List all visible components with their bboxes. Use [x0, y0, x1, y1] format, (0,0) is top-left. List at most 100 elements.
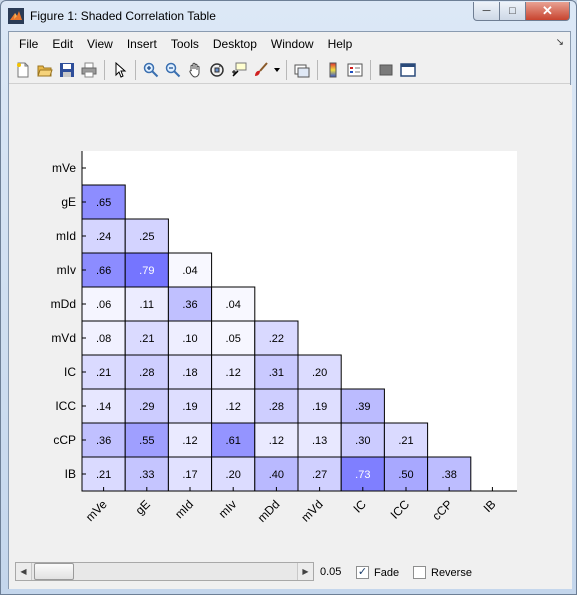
- cell-value-label: .20: [226, 469, 241, 481]
- close-button[interactable]: ✕: [526, 2, 570, 21]
- menu-insert[interactable]: Insert: [126, 37, 157, 51]
- menu-file[interactable]: File: [19, 37, 39, 51]
- colorbar-icon[interactable]: [322, 59, 344, 81]
- cell-value-label: .05: [226, 333, 241, 345]
- data-cursor-icon[interactable]: [228, 59, 250, 81]
- open-file-icon[interactable]: [34, 59, 56, 81]
- zoom-in-icon[interactable]: [140, 59, 162, 81]
- table-cell: [297, 422, 342, 458]
- cell-value-label: .11: [140, 299, 154, 311]
- title-bar[interactable]: Figure 1: Shaded Correlation Table ─ □ ✕: [1, 1, 576, 31]
- print-icon[interactable]: [78, 59, 100, 81]
- cell-value-label: .24: [96, 231, 111, 243]
- cell-value-label: .36: [96, 435, 111, 447]
- slider-thumb[interactable]: [34, 563, 74, 580]
- menu-tools[interactable]: Tools: [170, 37, 199, 51]
- menu-window[interactable]: Window: [270, 37, 314, 51]
- correlation-table-axes[interactable]: .65 .24 .25 .66 .79 .04 .06 .11 .36 .04 .08 .21 .10.…: [9, 85, 572, 555]
- slider-left-arrow-icon[interactable]: ◀: [16, 563, 32, 580]
- column-tick-label: cCP: [429, 497, 455, 523]
- table-cell: [211, 388, 256, 424]
- cell-value-label: .66: [96, 265, 111, 277]
- menu-help[interactable]: Help: [327, 37, 353, 51]
- show-tools-icon[interactable]: [397, 59, 419, 81]
- cell-value-label: .04: [226, 299, 241, 311]
- cell-value-label: .08: [96, 333, 111, 345]
- cell-value-label: .14: [96, 401, 111, 413]
- cell-value-label: .04: [182, 265, 197, 277]
- brush-icon[interactable]: [250, 59, 272, 81]
- table-cell: [297, 388, 342, 424]
- cell-value-label: .29: [139, 401, 154, 413]
- table-cell: [124, 422, 169, 458]
- fade-checkbox-box[interactable]: ✓: [356, 566, 369, 579]
- table-cell: [254, 422, 299, 458]
- slider-right-arrow-icon[interactable]: ▶: [297, 563, 313, 580]
- maximize-button[interactable]: □: [500, 2, 526, 21]
- cell-value-label: .27: [312, 469, 327, 481]
- rotate-3d-icon[interactable]: [206, 59, 228, 81]
- table-cell: [167, 320, 213, 356]
- cell-value-label: .13: [312, 435, 327, 447]
- menu-view[interactable]: View: [87, 37, 113, 51]
- fade-label: Fade: [374, 566, 400, 579]
- pointer-icon[interactable]: [109, 59, 131, 81]
- cell-value-label: .17: [182, 469, 197, 481]
- table-cell: [124, 456, 169, 492]
- row-tick-label: IB: [65, 467, 76, 481]
- table-cell: [81, 320, 126, 356]
- minimize-button[interactable]: ─: [473, 2, 500, 21]
- save-icon[interactable]: [56, 59, 78, 81]
- cell-value-label: .19: [182, 401, 197, 413]
- column-tick-label: mVd: [298, 497, 325, 524]
- fade-checkbox[interactable]: ✓ Fade: [356, 566, 399, 579]
- table-cell: [124, 286, 169, 322]
- table-cell: [81, 354, 126, 390]
- menu-edit[interactable]: Edit: [52, 37, 74, 51]
- cell-value-label: .19: [312, 401, 327, 413]
- legend-icon[interactable]: [344, 59, 366, 81]
- table-cell: [383, 456, 429, 492]
- cell-value-label: .40: [269, 469, 284, 481]
- row-tick-label: mIv: [57, 263, 76, 277]
- cell-value-label: .30: [355, 435, 370, 447]
- cell-value-label: .25: [139, 231, 154, 243]
- cell-value-label: .12: [269, 435, 284, 447]
- column-tick-label: gE: [133, 497, 153, 517]
- hide-tools-icon[interactable]: [375, 59, 397, 81]
- cell-value-label: .36: [182, 299, 197, 311]
- cell-value-label: .65: [96, 197, 111, 209]
- column-tick-label: mVe: [83, 497, 110, 524]
- pan-icon[interactable]: [184, 59, 206, 81]
- cell-value-label: .55: [139, 435, 154, 447]
- new-figure-icon[interactable]: [12, 59, 34, 81]
- column-tick-label: IC: [351, 497, 370, 516]
- figure-canvas[interactable]: .65 .24 .25 .66 .79 .04 .06 .11 .36 .04 .08 .21 .10.…: [9, 85, 572, 555]
- cell-value-label: .61: [226, 435, 241, 447]
- row-tick-label: IC: [64, 365, 76, 379]
- reverse-checkbox-box[interactable]: [413, 566, 426, 579]
- row-tick-label: cCP: [53, 433, 76, 447]
- menu-bar: File Edit View Insert Tools Desktop Wind…: [9, 32, 570, 56]
- cell-value-label: .28: [139, 367, 154, 379]
- table-cell: [81, 422, 126, 458]
- cell-value-label: .50: [398, 469, 413, 481]
- link-plot-icon[interactable]: [291, 59, 313, 81]
- reverse-checkbox[interactable]: Reverse: [413, 566, 472, 579]
- column-tick-label: mDd: [255, 497, 283, 525]
- cell-value-label: .12: [226, 401, 241, 413]
- brush-dropdown-icon[interactable]: [272, 59, 282, 81]
- figure-toolbar: [9, 56, 570, 84]
- menu-desktop[interactable]: Desktop: [212, 37, 257, 51]
- cell-value-label: .18: [182, 367, 197, 379]
- table-cell: [167, 354, 213, 390]
- matlab-logo-icon: [8, 8, 24, 24]
- table-cell: [211, 456, 256, 492]
- table-cell: [211, 286, 256, 322]
- zoom-out-icon[interactable]: [162, 59, 184, 81]
- cell-value-label: .20: [312, 367, 327, 379]
- cell-value-label: .39: [355, 401, 370, 413]
- row-tick-label: mId: [56, 229, 76, 243]
- threshold-slider[interactable]: ◀ ▶: [15, 562, 314, 581]
- dock-arrow-icon[interactable]: ↘: [555, 37, 564, 48]
